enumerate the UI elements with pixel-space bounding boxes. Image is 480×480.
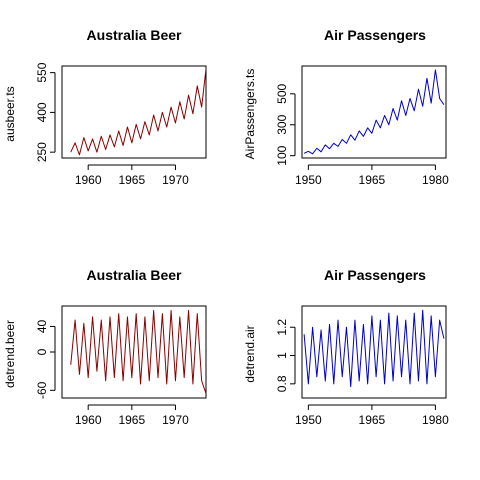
panel-3: Australia Beer detrend.beer 1960 1965 1970… (3, 267, 207, 427)
panel-1-ylabel: ausbeer.ts (3, 86, 17, 141)
panel-2-title: Air Passengers (324, 27, 426, 43)
series-line (303, 69, 445, 155)
panel-1-title: Australia Beer (87, 27, 182, 43)
y-tick-label: 40 (35, 319, 49, 333)
x-tick-label: 1965 (118, 413, 145, 427)
y-tick-label: -60 (35, 381, 49, 399)
panel-2-marks (303, 69, 445, 155)
panel-1-marks (70, 68, 207, 156)
x-tick-label: 1970 (162, 413, 189, 427)
x-tick-label: 1965 (359, 173, 386, 187)
panel-2-ylabel: AirPassengers.ts (243, 69, 257, 160)
panel-3-marks (70, 309, 207, 394)
plot-box (61, 65, 207, 159)
panel-4-ylabel: detrend.air (243, 325, 257, 382)
panel-4-title: Air Passengers (324, 267, 426, 283)
panel-1-axes: 1960 1965 1970 250 400 550 (35, 62, 207, 187)
y-tick-label: 300 (275, 114, 289, 134)
y-tick-label: 100 (275, 145, 289, 165)
x-tick-label: 1965 (359, 413, 386, 427)
x-tick-label: 1980 (422, 173, 449, 187)
series-line (70, 68, 207, 156)
x-tick-label: 1965 (118, 173, 145, 187)
panel-2: Air Passengers AirPassengers.ts 1950 1965… (243, 27, 449, 187)
panel-4-marks (303, 309, 445, 388)
x-tick-label: 1970 (162, 173, 189, 187)
x-tick-label: 1950 (295, 413, 322, 427)
y-tick-label: 500 (275, 83, 289, 103)
plot-box (301, 305, 447, 399)
plot-box (61, 305, 207, 399)
y-tick-label: 0.8 (275, 375, 289, 392)
series-line (303, 309, 445, 388)
y-tick-label: 550 (35, 62, 49, 82)
panel-2-axes: 1950 1965 1980 100 300 500 (275, 65, 449, 187)
y-tick-label: 1.2 (275, 319, 289, 336)
panel-4-axes: 1950 1965 1980 0.8 1 1.2 (275, 305, 449, 427)
x-tick-label: 1950 (295, 173, 322, 187)
panel-4: Air Passengers detrend.air 1950 1965 1980 0… (243, 267, 449, 427)
x-tick-label: 1980 (422, 413, 449, 427)
y-tick-label: 1 (275, 352, 289, 359)
panel-1: Australia Beer ausbeer.ts 1960 1965 1970 25… (3, 27, 207, 187)
y-tick-label: 250 (35, 142, 49, 162)
y-tick-label: 400 (35, 102, 49, 122)
panel-3-ylabel: detrend.beer (3, 320, 17, 388)
panel-3-axes: 1960 1965 1970 -60 0 40 (35, 305, 207, 427)
plot-box (301, 65, 447, 159)
x-tick-label: 1960 (75, 413, 102, 427)
series-line (70, 309, 207, 394)
x-tick-label: 1960 (75, 173, 102, 187)
panel-3-title: Australia Beer (87, 267, 182, 283)
y-tick-label: 0 (35, 348, 49, 355)
